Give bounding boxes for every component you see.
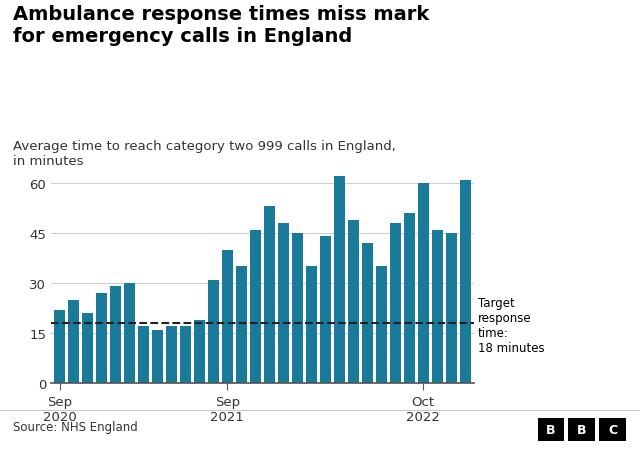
Bar bbox=[110, 287, 121, 383]
Text: Average time to reach category two 999 calls in England,
in minutes: Average time to reach category two 999 c… bbox=[13, 140, 396, 168]
Bar bbox=[152, 330, 163, 383]
Bar bbox=[376, 267, 387, 383]
Text: Source: NHS England: Source: NHS England bbox=[13, 420, 138, 433]
Bar bbox=[222, 250, 233, 383]
Text: Ambulance response times miss mark
for emergency calls in England: Ambulance response times miss mark for e… bbox=[13, 5, 429, 46]
Bar bbox=[348, 220, 359, 383]
Bar bbox=[194, 320, 205, 383]
Bar bbox=[333, 177, 345, 383]
Bar bbox=[96, 294, 107, 383]
Bar bbox=[445, 234, 457, 383]
Bar bbox=[404, 213, 415, 383]
Bar bbox=[124, 283, 135, 383]
Bar bbox=[362, 244, 373, 383]
Bar bbox=[264, 207, 275, 383]
Text: B: B bbox=[547, 423, 556, 436]
Text: B: B bbox=[577, 423, 586, 436]
Bar bbox=[278, 224, 289, 383]
Bar bbox=[138, 327, 149, 383]
Bar bbox=[180, 327, 191, 383]
Text: Target
response
time:
18 minutes: Target response time: 18 minutes bbox=[478, 297, 545, 354]
Bar bbox=[236, 267, 247, 383]
Bar bbox=[68, 300, 79, 383]
Text: C: C bbox=[608, 423, 617, 436]
Bar bbox=[250, 230, 261, 383]
Bar bbox=[208, 280, 219, 383]
Bar bbox=[418, 184, 429, 383]
Bar bbox=[460, 180, 471, 383]
Bar bbox=[320, 237, 331, 383]
Bar bbox=[166, 327, 177, 383]
Bar bbox=[82, 313, 93, 383]
Bar bbox=[306, 267, 317, 383]
Bar bbox=[54, 310, 65, 383]
Bar bbox=[292, 234, 303, 383]
Bar bbox=[390, 224, 401, 383]
Bar bbox=[431, 230, 443, 383]
